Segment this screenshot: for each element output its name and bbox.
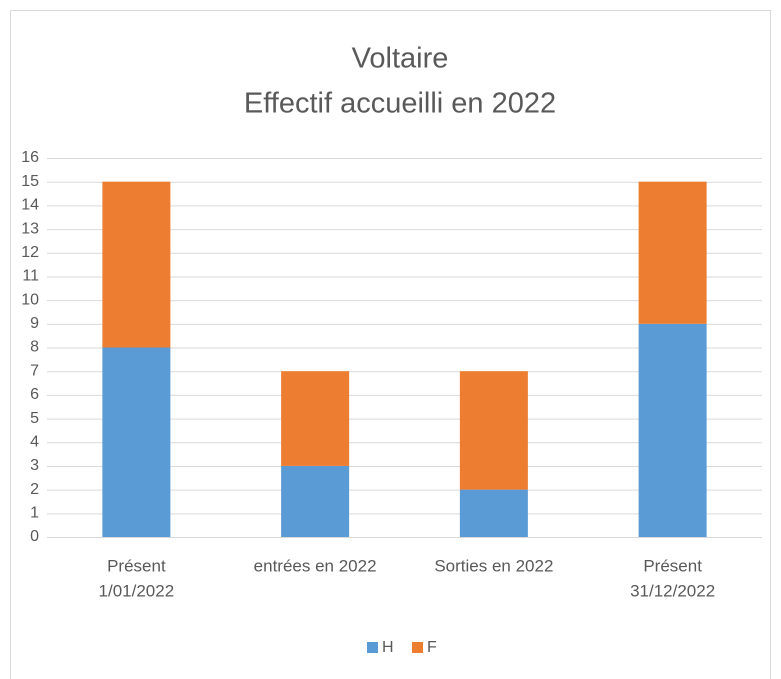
chart-title: Voltaire xyxy=(352,43,449,75)
x-tick-label: 31/12/2022 xyxy=(630,581,715,600)
y-tick-label: 0 xyxy=(30,528,39,545)
y-tick-label: 13 xyxy=(21,220,39,237)
bar xyxy=(102,181,171,348)
x-tick-label: Présent xyxy=(107,556,166,575)
y-tick-label: 11 xyxy=(22,268,39,285)
y-tick-label: 4 xyxy=(30,433,39,450)
bar xyxy=(638,323,707,537)
y-tick-label: 7 xyxy=(30,362,39,379)
y-tick-label: 2 xyxy=(30,481,39,498)
y-tick-label: 1 xyxy=(30,505,39,522)
bar xyxy=(638,181,707,324)
chart-title: Effectif accueilli en 2022 xyxy=(244,88,556,120)
bar xyxy=(281,371,350,466)
y-tick-label: 15 xyxy=(21,173,39,190)
y-tick-label: 12 xyxy=(21,244,39,261)
legend-swatch xyxy=(412,642,423,653)
y-tick-label: 8 xyxy=(30,339,39,356)
x-tick-label: 1/01/2022 xyxy=(99,581,175,600)
bar xyxy=(102,347,171,537)
legend-label: F xyxy=(427,639,437,656)
x-tick-label: Sorties en 2022 xyxy=(434,556,553,575)
y-tick-label: 3 xyxy=(30,457,39,474)
bar xyxy=(281,465,350,537)
legend-label: H xyxy=(382,639,394,656)
y-tick-label: 10 xyxy=(21,291,39,308)
y-tick-label: 9 xyxy=(30,315,39,332)
y-tick-label: 6 xyxy=(30,386,39,403)
y-tick-label: 5 xyxy=(30,410,39,427)
x-tick-label: Présent xyxy=(643,556,702,575)
bar xyxy=(459,489,528,537)
x-tick-label: entrées en 2022 xyxy=(254,556,377,575)
y-tick-label: 14 xyxy=(21,197,39,214)
legend-swatch xyxy=(367,642,378,653)
bar xyxy=(459,371,528,490)
y-tick-label: 16 xyxy=(21,149,39,166)
